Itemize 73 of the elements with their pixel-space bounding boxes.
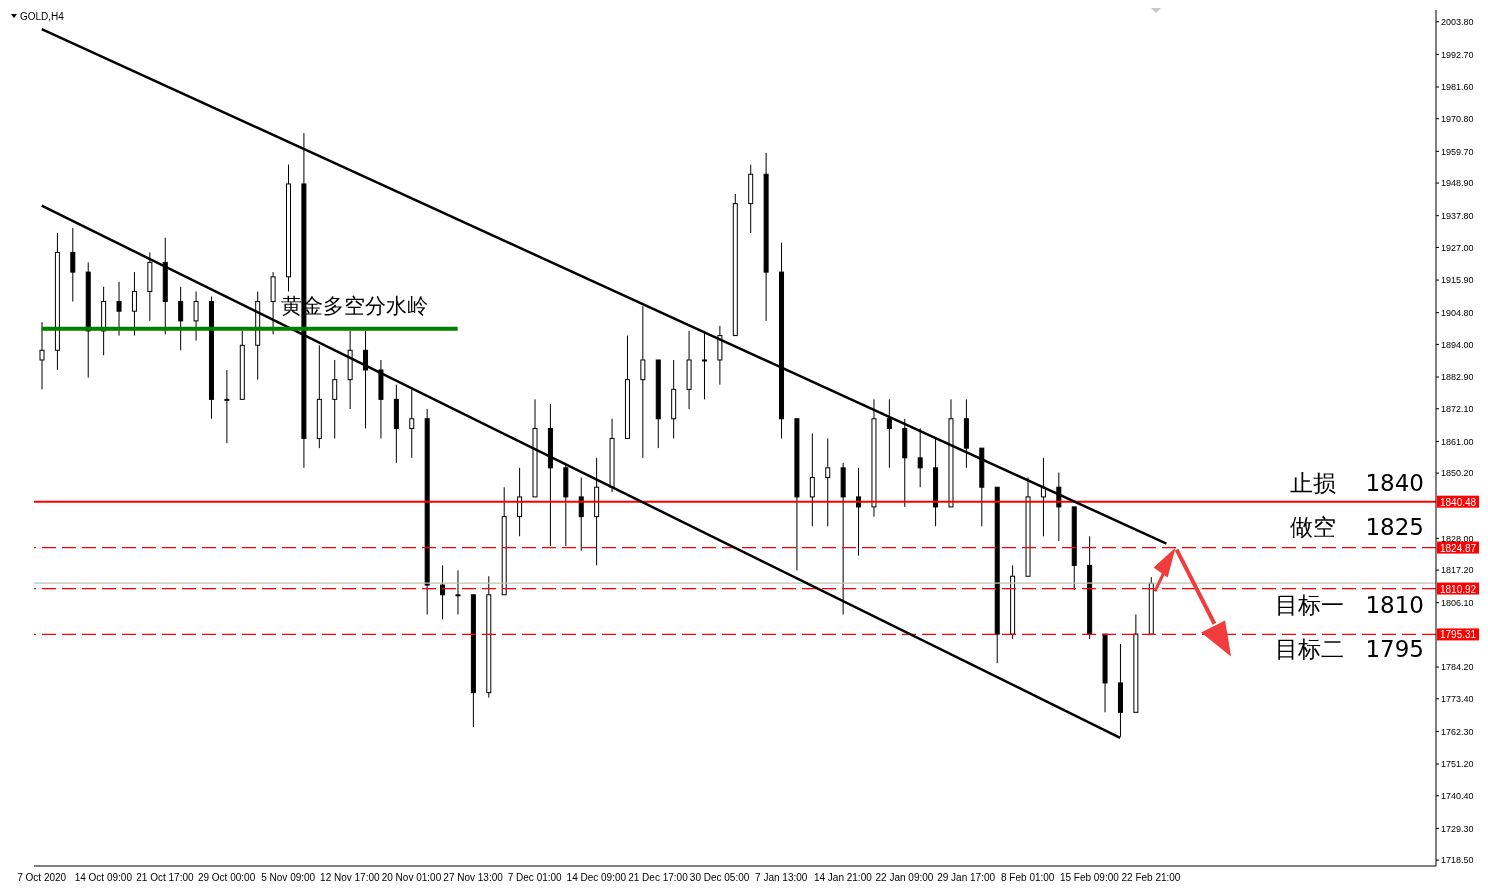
y-tick-label: 1773.40 [1441, 693, 1474, 704]
candlestick [578, 477, 584, 552]
candlestick [116, 281, 122, 337]
y-tick-label: 1729.30 [1441, 823, 1474, 834]
x-tick-label: 14 Jan 21:00 [813, 872, 873, 884]
candlestick [70, 227, 76, 302]
x-tick-label: 20 Nov 01:00 [381, 872, 442, 884]
annotation: 目标一 1810 [1274, 592, 1424, 619]
candlestick [332, 359, 338, 439]
y-tick-label: 1904.80 [1441, 307, 1474, 318]
candlestick [193, 291, 199, 342]
y-tick-label: 1927.00 [1441, 242, 1474, 253]
y-tick-label: 1948.90 [1441, 178, 1474, 189]
ref-line-label: 1795.31 [1440, 629, 1477, 641]
y-tick-label: 1937.80 [1441, 210, 1474, 221]
x-tick-label: 14 Dec 09:00 [566, 872, 627, 884]
y-tick-label: 1861.00 [1441, 436, 1474, 447]
candlestick [455, 569, 461, 615]
candlestick [363, 330, 369, 429]
y-tick-label: 1894.00 [1441, 339, 1474, 350]
candlestick [856, 467, 862, 557]
y-tick-label: 1718.50 [1441, 855, 1474, 866]
x-tick-label: 21 Dec 17:00 [628, 872, 689, 884]
candlestick [809, 432, 815, 527]
x-tick-label: 30 Dec 05:00 [689, 872, 750, 884]
x-tick-label: 14 Oct 09:00 [74, 872, 133, 884]
x-tick-label: 7 Jan 13:00 [755, 872, 808, 884]
candlestick [440, 564, 446, 620]
y-tick-label: 1762.30 [1441, 726, 1474, 737]
x-tick-label: 5 Nov 09:00 [261, 872, 316, 884]
ref-line-label: 1824.87 [1440, 542, 1477, 554]
candlestick [886, 398, 892, 469]
y-tick-label: 1872.10 [1441, 403, 1474, 414]
candlestick [39, 321, 45, 390]
y-tick-label: 1981.60 [1441, 82, 1474, 93]
annotation: 做空 1825 [1290, 514, 1424, 541]
y-tick-label: 1959.70 [1441, 146, 1474, 157]
y-tick-label: 1882.90 [1441, 372, 1474, 383]
ref-line-label: 1840.48 [1440, 496, 1477, 508]
x-tick-label: 8 Feb 01:00 [1001, 872, 1055, 884]
annotation: 目标二 1795 [1274, 636, 1424, 663]
annotation: 止损 1840 [1290, 470, 1424, 497]
ref-line-label: 1810.92 [1440, 583, 1477, 595]
chart-title: GOLD,H4 [20, 11, 65, 22]
x-tick-label: 27 Nov 13:00 [443, 872, 504, 884]
candlestick [517, 467, 523, 537]
x-tick-label: 21 Oct 17:00 [136, 872, 195, 884]
candlestick [825, 437, 831, 527]
y-tick-label: 1850.20 [1441, 468, 1474, 479]
x-tick-label: 15 Feb 09:00 [1059, 872, 1120, 884]
y-tick-label: 1784.20 [1441, 662, 1474, 673]
x-tick-label: 22 Jan 09:00 [875, 872, 934, 884]
candlestick [131, 271, 137, 337]
y-tick-label: 1817.20 [1441, 565, 1474, 576]
x-tick-label: 12 Nov 17:00 [320, 872, 381, 884]
y-tick-label: 1806.10 [1441, 597, 1474, 608]
candlestick [224, 369, 230, 444]
y-tick-label: 1828.00 [1441, 533, 1474, 544]
y-tick-label: 1740.40 [1441, 790, 1474, 801]
candlestick [917, 427, 923, 488]
candlestick [640, 305, 646, 459]
x-tick-label: 29 Oct 00:00 [197, 872, 256, 884]
candlestick [409, 388, 415, 459]
x-tick-label: 7 Oct 2020 [17, 872, 67, 884]
y-tick-label: 1970.80 [1441, 113, 1474, 124]
x-tick-label: 29 Jan 17:00 [937, 872, 996, 884]
y-tick-label: 1915.90 [1441, 275, 1474, 286]
y-tick-label: 2003.80 [1441, 16, 1474, 27]
candlestick [178, 286, 184, 351]
y-tick-label: 1992.70 [1441, 49, 1474, 60]
y-tick-label: 1751.20 [1441, 759, 1474, 770]
x-tick-label: 7 Dec 01:00 [507, 872, 563, 884]
x-tick-label: 22 Feb 21:00 [1121, 872, 1181, 884]
